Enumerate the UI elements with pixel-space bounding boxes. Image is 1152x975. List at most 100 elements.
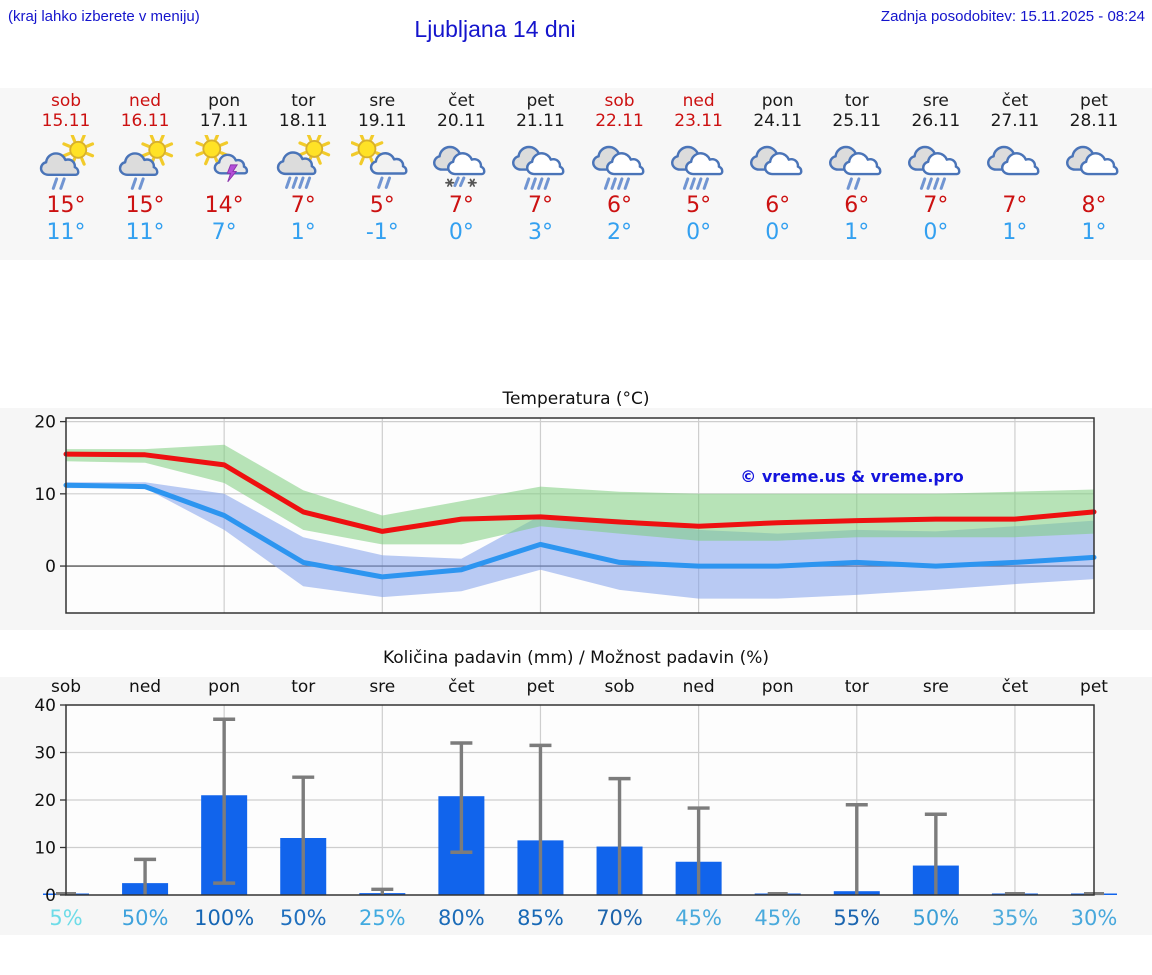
last-update-text: Zadnja posodobitev: 15.11.2025 - 08:24 (880, 8, 1145, 25)
precip-day-label: čet (1002, 677, 1029, 697)
day-high-temp: 8° (1081, 193, 1107, 218)
cloudy-rain-icon (907, 145, 961, 190)
cloudy-icon (986, 145, 1040, 176)
day-low-temp: 0° (448, 220, 474, 245)
day-date: 22.11 (595, 111, 644, 131)
day-name: čet (1001, 91, 1029, 111)
precip-percent-label: 50% (280, 906, 327, 930)
precip-day-label: ned (683, 677, 715, 697)
day-name: pet (526, 91, 555, 111)
partly-light-rain-icon (39, 135, 95, 190)
precip-day-label: sre (923, 677, 949, 697)
precip-day-label: pet (1080, 677, 1108, 697)
cloudy-rain-icon (512, 145, 565, 190)
cloudy-light-rain-icon (828, 145, 882, 190)
cloudy-sleet-icon (433, 145, 486, 188)
day-name: pon (208, 91, 241, 111)
day-high-temp: 15° (46, 193, 86, 218)
day-date: 23.11 (674, 111, 723, 131)
day-high-temp: 5° (686, 193, 712, 218)
precip-percent-label: 35% (992, 906, 1039, 930)
watermark-text: © vreme.us & vreme.pro (740, 467, 963, 486)
day-high-temp: 14° (204, 193, 244, 218)
page-title: Ljubljana 14 dni (414, 16, 576, 42)
precip-day-label: pon (762, 677, 794, 697)
precip-percent-label: 45% (754, 906, 801, 930)
day-name: čet (448, 91, 475, 111)
precip-day-label: pon (208, 677, 240, 697)
day-forecast-25.11: tor 25.11 6° 1° (817, 91, 897, 246)
day-forecast-17.11: pon 17.11 14° 7° (184, 91, 264, 246)
day-low-temp: 1° (290, 220, 316, 245)
day-forecast-15.11: sob 15.11 15° 11° (26, 91, 106, 246)
day-low-temp: 1° (844, 220, 870, 245)
day-date: 26.11 (911, 111, 961, 131)
precip-percent-label: 80% (438, 906, 485, 930)
forecast-day-strip: sob 15.11 15° 11° ned 16.11 15° 11° pon 17.11 14° 7… (0, 88, 1152, 260)
day-forecast-22.11: sob 22.11 6° 2° (580, 91, 660, 246)
precip-ytick: 0 (45, 886, 56, 906)
day-forecast-24.11: pon 24.11 6° 0° (738, 91, 818, 246)
day-forecast-26.11: sre 26.11 7° 0° (896, 91, 976, 246)
partly-light-rain-icon (118, 135, 174, 190)
precip-percent-label: 70% (596, 906, 643, 930)
day-name: tor (291, 91, 316, 111)
day-forecast-18.11: tor 18.11 7° 1° (263, 91, 343, 246)
day-forecast-28.11: pet 28.11 8° 1° (1054, 91, 1134, 246)
cloudy-rain-icon (670, 145, 724, 190)
day-high-temp: 7° (527, 193, 553, 218)
day-name: tor (844, 91, 869, 111)
day-date: 27.11 (990, 111, 1040, 131)
day-high-temp: 5° (369, 193, 395, 218)
day-high-temp: 7° (923, 193, 949, 218)
temp-ytick: 10 (34, 485, 56, 505)
precip-ytick: 20 (34, 791, 56, 811)
temp-ytick: 20 (34, 413, 56, 433)
day-forecast-21.11: pet 21.11 7° 3° (500, 91, 580, 246)
precip-ytick: 10 (34, 839, 56, 859)
day-name: sob (604, 91, 635, 111)
day-forecast-19.11: sre 19.11 5° -1° (342, 91, 422, 246)
partly-storm-icon (195, 135, 249, 183)
day-low-temp: 11° (125, 220, 165, 245)
precip-percent-label: 55% (833, 906, 880, 930)
day-date: 17.11 (199, 111, 249, 131)
precip-percent-label: 85% (517, 906, 564, 930)
day-high-temp: 6° (765, 193, 791, 218)
precip-percent-label: 50% (122, 906, 169, 930)
day-name: pon (761, 91, 794, 111)
day-low-temp: 11° (46, 220, 86, 245)
precipitation-chart: sob ned pon tor sre čet pet sob ned pon tor sre čet p… (0, 677, 1152, 935)
day-date: 28.11 (1069, 111, 1119, 131)
day-forecast-16.11: ned 16.11 15° 11° (105, 91, 185, 246)
day-date: 18.11 (278, 111, 328, 131)
precip-percent-label: 25% (359, 906, 406, 930)
cloudy-icon (1066, 145, 1119, 176)
day-date: 20.11 (437, 111, 486, 131)
precip-percent-label: 45% (675, 906, 722, 930)
precip-percent-label: 5% (49, 906, 82, 930)
day-name: pet (1080, 91, 1108, 111)
day-high-temp: 7° (448, 193, 474, 218)
partly-light-rain-b-icon (351, 135, 408, 189)
temperature-chart-title: Temperatura (°C) (502, 389, 650, 409)
day-low-temp: 1° (1002, 220, 1028, 245)
day-date: 21.11 (516, 111, 565, 131)
day-name: sre (369, 91, 396, 111)
precip-day-label: sob (51, 677, 81, 697)
day-low-temp: 1° (1081, 220, 1107, 245)
precip-day-label: tor (291, 677, 315, 697)
day-date: 25.11 (832, 111, 882, 131)
precip-percent-label: 50% (913, 906, 960, 930)
menu-hint-link[interactable]: (kraj lahko izberete v meniju) (8, 8, 200, 25)
precip-day-label: čet (448, 677, 475, 697)
day-name: sre (922, 91, 949, 111)
precip-day-label: ned (129, 677, 161, 697)
precipitation-plot: sob ned pon tor sre čet pet sob ned pon tor sre čet p… (34, 677, 1117, 930)
day-low-temp: 0° (923, 220, 949, 245)
day-date: 24.11 (753, 111, 803, 131)
day-low-temp: 7° (211, 220, 237, 245)
precip-day-label: pet (527, 677, 555, 697)
cloudy-rain-icon (591, 145, 644, 190)
